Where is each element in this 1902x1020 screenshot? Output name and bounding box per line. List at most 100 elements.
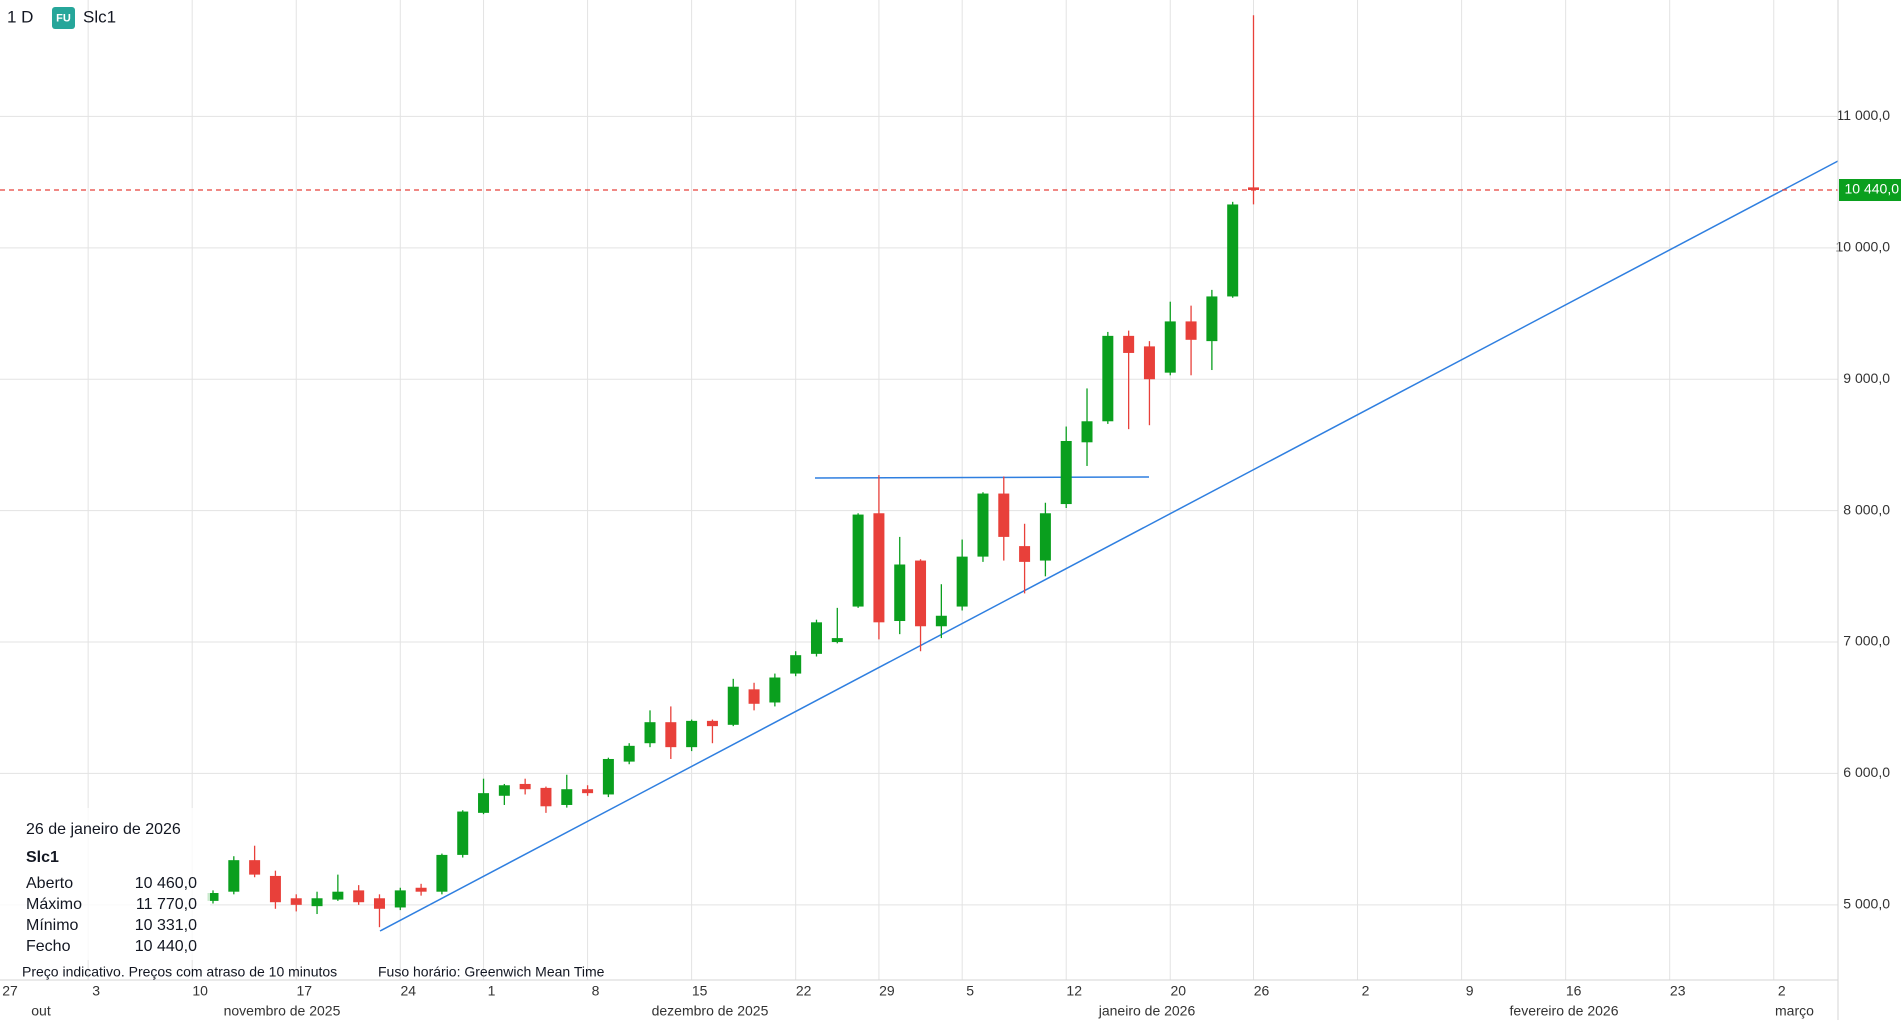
y-tick-label: 8 000,0 xyxy=(1843,501,1890,517)
candle-body xyxy=(1102,335,1114,422)
x-tick-label: 17 xyxy=(296,983,312,999)
x-tick-label: 2 xyxy=(1778,983,1786,999)
y-tick-label: 10 000,0 xyxy=(1836,239,1891,255)
x-tick-label: 20 xyxy=(1170,983,1186,999)
candle-body xyxy=(415,887,427,892)
candle-body xyxy=(1164,321,1176,373)
candle-body xyxy=(602,758,614,795)
month-label: out xyxy=(31,1003,51,1019)
candle-body xyxy=(1143,346,1155,380)
tooltip-rows: Aberto 10 460,0 Máximo 11 770,0 Mínimo 10 331… xyxy=(26,875,197,955)
month-label: janeiro de 2026 xyxy=(1098,1003,1196,1019)
y-tick-label: 7 000,0 xyxy=(1843,633,1890,649)
candle-body xyxy=(498,785,510,796)
trend-line xyxy=(379,160,1839,932)
badge-bg xyxy=(52,7,75,29)
candle-body xyxy=(873,513,885,623)
candle-body xyxy=(935,615,947,627)
tooltip-value: 11 770,0 xyxy=(136,896,197,913)
y-tick-label: 11 000,0 xyxy=(1837,107,1891,123)
y-tick-label: 6 000,0 xyxy=(1843,764,1890,780)
candle-body xyxy=(1227,204,1239,297)
candle-body xyxy=(1185,321,1197,340)
x-tick-label: 29 xyxy=(879,983,895,999)
candle-body xyxy=(1123,335,1135,353)
candle-body xyxy=(457,811,469,855)
tooltip-symbol: Slc1 xyxy=(26,849,59,866)
candle-body xyxy=(790,655,802,674)
candle-body xyxy=(644,722,656,744)
candle-body xyxy=(665,722,677,748)
interval: 1 D xyxy=(7,7,33,26)
x-tick-label: 2 xyxy=(1362,983,1370,999)
candle-body xyxy=(1060,440,1072,505)
tooltip-bg xyxy=(0,808,210,960)
candle-body xyxy=(519,783,531,790)
x-tick-label: 3 xyxy=(92,983,100,999)
x-tick-label: 8 xyxy=(592,983,600,999)
last-price-box xyxy=(1839,179,1901,202)
x-tick-label: 27 xyxy=(2,983,18,999)
candle-body xyxy=(249,860,261,875)
candle-body xyxy=(311,898,323,907)
candle-body xyxy=(1019,546,1031,562)
candle-body xyxy=(998,493,1010,537)
candle-body xyxy=(831,638,843,643)
candle-body xyxy=(561,789,573,805)
candle-body xyxy=(706,720,718,727)
tooltip-label: Aberto xyxy=(26,875,73,892)
tooltip-value: 10 440,0 xyxy=(135,938,197,955)
x-tick-label: 16 xyxy=(1566,983,1582,999)
candle-body xyxy=(478,793,490,813)
candle-body xyxy=(810,622,822,654)
tooltip-value: 10 331,0 xyxy=(135,917,197,934)
grid xyxy=(0,0,1838,980)
candle-body xyxy=(852,514,864,607)
y-tick-label: 5 000,0 xyxy=(1843,896,1890,912)
candle-body xyxy=(977,493,989,557)
candle-body xyxy=(769,677,781,703)
x-tick-label: 23 xyxy=(1670,983,1686,999)
candle-body xyxy=(915,560,927,627)
month-label: dezembro de 2025 xyxy=(652,1003,769,1019)
tooltip-label: Mínimo xyxy=(26,917,79,934)
tooltip-date: 26 de janeiro de 2026 xyxy=(26,821,181,838)
candle-body xyxy=(228,860,240,892)
candle-body xyxy=(623,745,635,762)
candle-body xyxy=(748,689,760,704)
badge: FU xyxy=(56,12,71,24)
x-tick-label: 26 xyxy=(1254,983,1270,999)
x-tick-label: 24 xyxy=(401,983,417,999)
candle-body xyxy=(956,556,968,607)
candle-body xyxy=(1206,296,1218,342)
last-price-label: 10 440,0 xyxy=(1845,181,1900,197)
candle-body xyxy=(436,854,448,892)
candle-body xyxy=(373,898,385,909)
candle-body xyxy=(207,893,219,901)
candle-body xyxy=(727,686,739,725)
candle-body xyxy=(894,564,906,622)
x-tick-label: 22 xyxy=(796,983,812,999)
candle-body xyxy=(332,891,344,900)
month-label: fevereiro de 2026 xyxy=(1510,1003,1619,1019)
candle-body xyxy=(582,789,594,794)
candle-body xyxy=(269,875,281,903)
footer-timezone: Fuso horário: Greenwich Mean Time xyxy=(378,964,605,980)
x-tick-label: 9 xyxy=(1466,983,1474,999)
x-tick-label: 5 xyxy=(966,983,974,999)
month-label: março xyxy=(1775,1003,1814,1019)
candle-body xyxy=(1248,187,1259,191)
resistance-line xyxy=(814,476,1150,479)
candle-body xyxy=(353,890,365,903)
candle-body xyxy=(1081,421,1093,443)
tooltip-label: Fecho xyxy=(26,938,71,955)
y-tick-label: 9 000,0 xyxy=(1843,370,1890,386)
symbol: Slc1 xyxy=(83,7,116,26)
candle-body xyxy=(686,720,698,748)
x-tick-label: 1 xyxy=(488,983,496,999)
tooltip-label: Máximo xyxy=(26,896,82,913)
x-tick-label: 12 xyxy=(1066,983,1082,999)
x-tick-label: 15 xyxy=(692,983,708,999)
x-tick-label: 10 xyxy=(192,983,208,999)
